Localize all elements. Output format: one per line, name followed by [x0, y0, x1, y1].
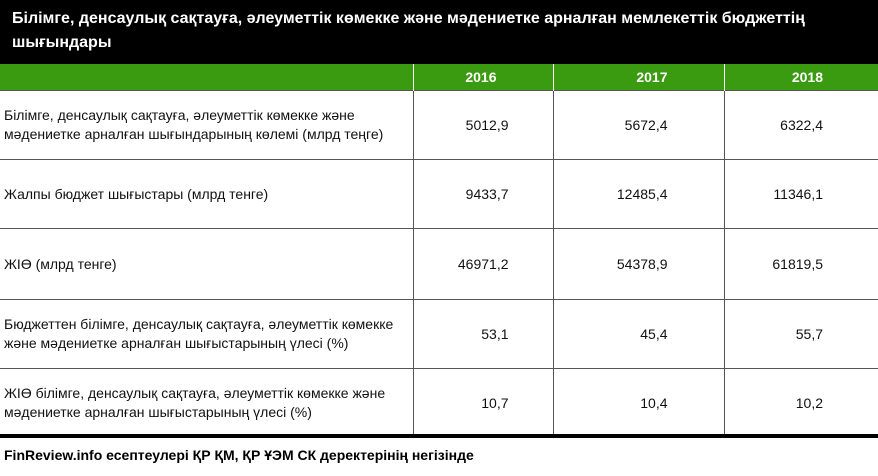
value-cell: 46971,2 [413, 228, 554, 300]
value-cell: 5672,4 [553, 90, 725, 160]
value-cell: 54378,9 [553, 228, 725, 300]
value-cell: 5012,9 [413, 90, 554, 160]
table-title: Білімге, денсаулық сақтауға, әлеуметтік … [0, 0, 878, 64]
header-year-2018: 2018 [724, 64, 878, 91]
row-label: Білімге, денсаулық сақтауға, әлеуметтік … [0, 90, 414, 160]
table-row: ЖІӨ (млрд тенге) 46971,2 54378,9 61819,5 [0, 228, 878, 300]
row-label: Жалпы бюджет шығыстары (млрд тенге) [0, 159, 414, 229]
value-cell: 10,4 [553, 368, 725, 437]
budget-table: 2016 2017 2018 Білімге, денсаулық сақтау… [0, 64, 878, 437]
value-cell: 9433,7 [413, 159, 554, 229]
value-cell: 10,7 [413, 368, 554, 437]
table-row: Жалпы бюджет шығыстары (млрд тенге) 9433… [0, 159, 878, 229]
row-label: ЖІӨ білімге, денсаулық сақтауға, әлеумет… [0, 368, 414, 437]
value-cell: 12485,4 [553, 159, 725, 229]
row-label: ЖІӨ (млрд тенге) [0, 228, 414, 300]
value-cell: 11346,1 [724, 159, 878, 229]
header-label-cell [0, 64, 414, 91]
source-note: FinReview.info есептеулері ҚР ҚМ, ҚР ҰЭМ… [4, 447, 474, 463]
value-cell: 6322,4 [724, 90, 878, 160]
value-cell: 53,1 [413, 299, 554, 369]
table-row: ЖІӨ білімге, денсаулық сақтауға, әлеумет… [0, 368, 878, 437]
header-year-2017: 2017 [553, 64, 725, 91]
bottom-divider [0, 434, 878, 438]
value-cell: 61819,5 [724, 228, 878, 300]
value-cell: 10,2 [724, 368, 878, 437]
table-row: Бюджеттен білімге, денсаулық сақтауға, ә… [0, 299, 878, 369]
value-cell: 45,4 [553, 299, 725, 369]
header-year-2016: 2016 [413, 64, 554, 91]
value-cell: 55,7 [724, 299, 878, 369]
table-row: Білімге, денсаулық сақтауға, әлеуметтік … [0, 90, 878, 160]
header-row: 2016 2017 2018 [0, 64, 878, 91]
row-label: Бюджеттен білімге, денсаулық сақтауға, ә… [0, 299, 414, 369]
